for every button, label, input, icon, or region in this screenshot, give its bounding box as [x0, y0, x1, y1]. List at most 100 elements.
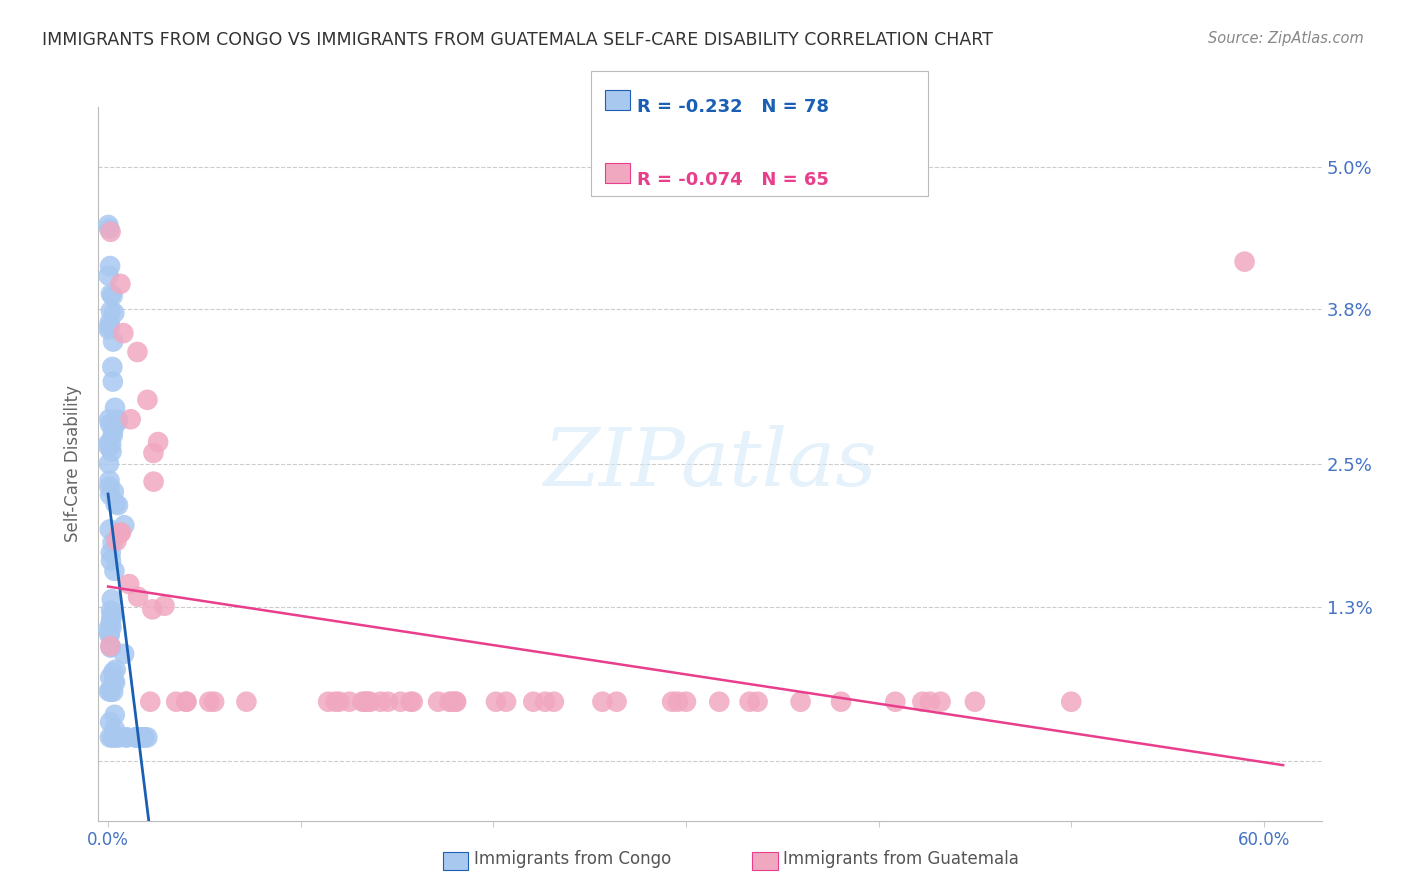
Point	[323, 695, 346, 709]
Point	[98, 639, 121, 653]
Point	[97, 457, 120, 471]
Point	[337, 695, 360, 709]
Point	[104, 663, 127, 677]
Point	[202, 695, 225, 709]
Point	[120, 412, 142, 426]
Point	[918, 695, 941, 709]
Point	[127, 590, 149, 604]
Point	[911, 695, 934, 709]
Point	[174, 695, 197, 709]
Point	[543, 695, 565, 709]
Point	[198, 695, 221, 709]
Point	[104, 497, 127, 511]
Text: ZIPatlas: ZIPatlas	[543, 425, 877, 502]
Point	[522, 695, 544, 709]
Point	[100, 640, 122, 654]
Text: IMMIGRANTS FROM CONGO VS IMMIGRANTS FROM GUATEMALA SELF-CARE DISABILITY CORRELAT: IMMIGRANTS FROM CONGO VS IMMIGRANTS FROM…	[42, 31, 993, 49]
Point	[101, 375, 124, 389]
Point	[112, 647, 135, 661]
Point	[103, 484, 125, 499]
Point	[146, 435, 169, 450]
Point	[136, 731, 159, 745]
Point	[675, 695, 697, 709]
Point	[97, 436, 120, 450]
Point	[440, 695, 463, 709]
Point	[127, 345, 149, 359]
Text: Immigrants from Congo: Immigrants from Congo	[474, 850, 671, 868]
Point	[98, 731, 121, 745]
Point	[100, 437, 122, 451]
Point	[98, 319, 121, 334]
Point	[830, 695, 852, 709]
Point	[104, 401, 127, 415]
Point	[101, 428, 124, 442]
Point	[370, 695, 392, 709]
Point	[444, 695, 467, 709]
Point	[115, 731, 138, 745]
Point	[98, 627, 121, 641]
Point	[103, 673, 125, 688]
Point	[98, 474, 121, 488]
Point	[103, 564, 125, 578]
Point	[101, 731, 124, 745]
Point	[98, 671, 121, 685]
Point	[359, 695, 381, 709]
Point	[100, 615, 122, 630]
Point	[354, 695, 377, 709]
Point	[104, 731, 127, 745]
Point	[354, 695, 377, 709]
Point	[115, 731, 138, 745]
Point	[127, 731, 149, 745]
Point	[100, 225, 122, 239]
Point	[134, 731, 156, 745]
Point	[101, 424, 124, 438]
Point	[118, 577, 141, 591]
Point	[100, 553, 122, 567]
Point	[98, 222, 121, 236]
Point	[101, 685, 124, 699]
Point	[100, 640, 122, 655]
Point	[131, 731, 153, 745]
Point	[165, 695, 187, 709]
Point	[439, 695, 461, 709]
Point	[100, 444, 122, 458]
Point	[98, 412, 121, 426]
Point	[100, 303, 122, 318]
Point	[153, 599, 176, 613]
Point	[98, 259, 121, 273]
Point	[963, 695, 986, 709]
Point	[666, 695, 689, 709]
Point	[98, 316, 121, 330]
Point	[104, 722, 127, 736]
Point	[97, 268, 120, 283]
Point	[591, 695, 613, 709]
Point	[100, 286, 122, 301]
Point	[98, 480, 121, 494]
Point	[389, 695, 412, 709]
Point	[357, 695, 380, 709]
Point	[402, 695, 425, 709]
Point	[108, 731, 131, 745]
Text: R = -0.232   N = 78: R = -0.232 N = 78	[637, 98, 830, 116]
Point	[104, 707, 127, 722]
Point	[98, 628, 121, 642]
Point	[110, 525, 132, 540]
Point	[235, 695, 257, 709]
Point	[103, 665, 125, 680]
Point	[97, 684, 120, 698]
Point	[98, 523, 121, 537]
Point	[100, 621, 122, 635]
Point	[107, 498, 129, 512]
Point	[108, 526, 131, 541]
Point	[1060, 695, 1083, 709]
Point	[98, 417, 121, 432]
Point	[100, 603, 122, 617]
Point	[884, 695, 907, 709]
Point	[107, 415, 129, 429]
Point	[98, 715, 121, 730]
Point	[606, 695, 628, 709]
Point	[107, 413, 129, 427]
Point	[97, 218, 120, 232]
Text: Source: ZipAtlas.com: Source: ZipAtlas.com	[1208, 31, 1364, 46]
Point	[176, 695, 198, 709]
